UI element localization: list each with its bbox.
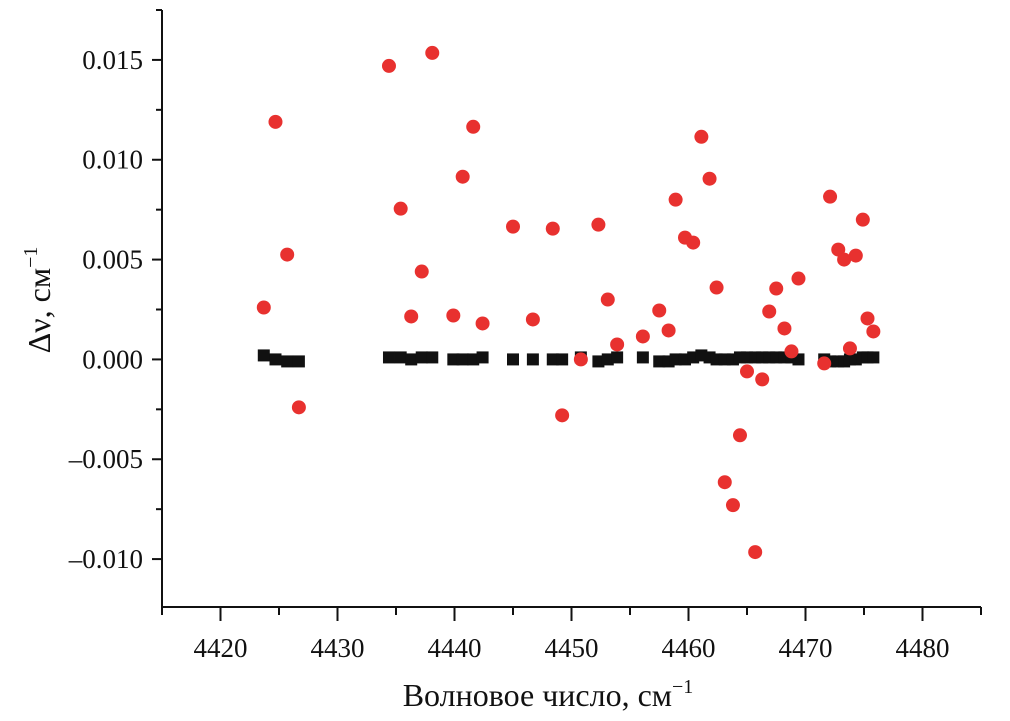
y-tick-label: 0.010 <box>82 145 143 175</box>
red-circle-point <box>591 217 606 232</box>
x-tick-label: 4480 <box>896 633 950 663</box>
black-square-point <box>447 353 460 366</box>
black-square-point <box>426 351 439 364</box>
red-circle-point <box>837 252 852 267</box>
red-circle-point <box>709 280 724 295</box>
red-circle-point <box>732 428 747 443</box>
black-square-point <box>556 353 569 366</box>
red-circle-point <box>446 308 461 323</box>
red-circle-point <box>855 212 870 227</box>
red-circle-point <box>268 114 283 129</box>
red-circle-point <box>610 337 625 352</box>
black-square-point <box>507 353 519 366</box>
red-circle-point <box>404 309 419 324</box>
red-circle-point <box>425 45 440 60</box>
red-circle-point <box>652 303 667 318</box>
black-square-point <box>281 355 294 368</box>
black-square-point <box>257 349 270 362</box>
black-square-point <box>526 353 539 366</box>
red-circle-point <box>860 311 875 326</box>
black-square-point <box>867 351 880 364</box>
x-tick-label: 4430 <box>311 633 365 663</box>
y-tick-label: –0.010 <box>68 544 143 574</box>
red-circle-point <box>842 341 857 356</box>
black-square-point <box>653 355 666 368</box>
red-circle-point <box>635 329 650 344</box>
black-square-point <box>476 351 489 364</box>
red-circle-point <box>280 247 295 262</box>
red-circle-point <box>740 364 754 379</box>
black-square-point <box>456 353 469 366</box>
red-circle-point <box>506 219 520 234</box>
x-axis-title: Волновое число, см−1 <box>403 676 694 713</box>
red-circle-point <box>823 189 838 204</box>
red-circle-point <box>573 352 588 367</box>
black-square-point <box>405 353 418 366</box>
black-square-point <box>546 353 559 366</box>
red-circle-point <box>475 316 490 331</box>
red-circle-point <box>600 292 615 307</box>
red-circle-point <box>762 304 777 319</box>
y-tick-label: –0.005 <box>68 444 143 474</box>
red-circle-point <box>381 58 396 73</box>
red-circle-point <box>545 221 560 236</box>
red-circle-point <box>784 344 799 359</box>
red-circle-point <box>291 400 306 415</box>
red-circle-point <box>717 475 732 490</box>
red-circle-point <box>694 129 709 144</box>
black-square-point <box>415 351 428 364</box>
black-square-point <box>382 351 395 364</box>
black-square-point <box>467 353 480 366</box>
x-tick-label: 4420 <box>194 633 248 663</box>
y-axis-title: Δν, см−1 <box>20 247 57 354</box>
red-circle-point <box>256 300 271 315</box>
x-tick-label: 4450 <box>545 633 599 663</box>
black-square-point <box>292 355 305 368</box>
red-circle-point <box>414 264 429 279</box>
red-circle-point <box>525 312 540 327</box>
y-tick-label: 0.005 <box>82 245 143 275</box>
y-tick-label: 0.015 <box>82 45 143 75</box>
red-circle-point <box>848 248 863 263</box>
black-square-point <box>394 351 407 364</box>
red-circle-point <box>555 408 570 423</box>
black-square-point <box>636 351 649 364</box>
red-circle-point <box>668 192 683 207</box>
red-circle-point <box>769 281 784 296</box>
red-circle-point <box>455 169 470 184</box>
red-circle-point <box>661 323 676 338</box>
black-square-point <box>601 353 614 366</box>
red-circle-point <box>755 372 770 387</box>
red-circle-point <box>466 119 481 134</box>
red-circle-point <box>393 201 408 216</box>
x-tick-label: 4470 <box>779 633 833 663</box>
red-circle-point <box>748 545 763 560</box>
black-square-point <box>269 353 282 366</box>
black-square-point <box>611 351 624 364</box>
x-tick-label: 4440 <box>428 633 482 663</box>
black-square-point <box>669 353 682 366</box>
x-tick-label: 4460 <box>662 633 716 663</box>
red-circle-point <box>725 498 740 513</box>
red-circle-point <box>866 324 881 339</box>
y-tick-label: 0.000 <box>82 344 143 374</box>
red-circle-point <box>791 271 806 286</box>
red-circle-point <box>817 356 832 371</box>
red-circle-point <box>686 235 701 250</box>
plot-marks <box>256 45 881 560</box>
black-square-point <box>592 355 605 368</box>
red-circle-point <box>702 171 717 186</box>
red-circle-point <box>777 321 792 336</box>
axis-ticks: 4420 4430 4440 4450 4460 4470 4480 0.015 0.010 0.… <box>68 9 982 663</box>
